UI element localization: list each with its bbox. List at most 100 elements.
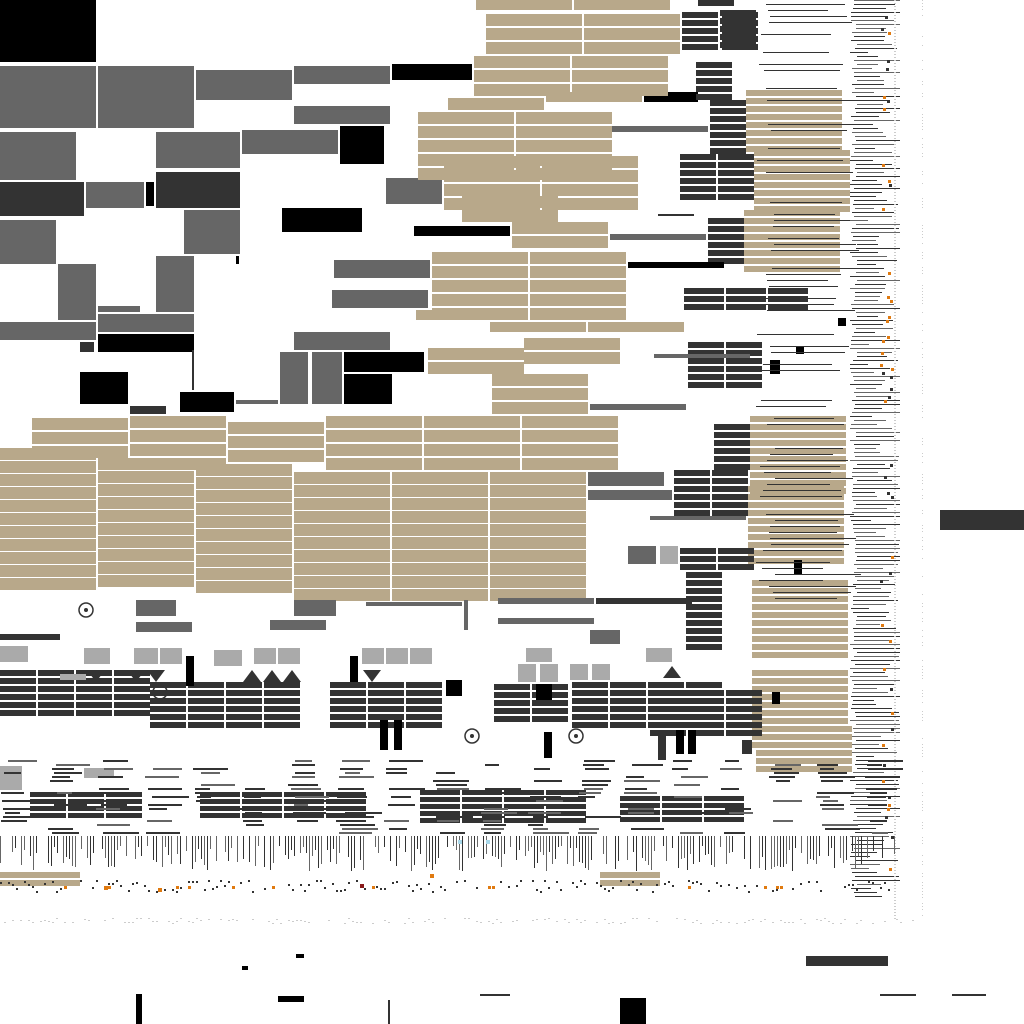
- dot-marker: [32, 886, 34, 888]
- dot-marker: [430, 874, 434, 878]
- stripe-line: [820, 776, 855, 778]
- stripe-line: [857, 44, 892, 45]
- dot-marker: [486, 840, 490, 844]
- stripe-line: [439, 792, 460, 794]
- gray-block: [156, 132, 240, 168]
- border-dot: [894, 831, 896, 832]
- dot-marker: [396, 881, 398, 883]
- border-dot: [922, 6, 923, 7]
- dark-brick: [532, 708, 568, 714]
- border-dot: [894, 297, 896, 298]
- gray-block: [0, 182, 84, 216]
- stripe-line: [3, 808, 31, 810]
- dark-brick: [708, 234, 744, 240]
- border-dot: [12, 920, 14, 921]
- border-dot: [676, 918, 678, 919]
- border-dot: [922, 792, 923, 793]
- stripe-line: [850, 364, 868, 365]
- stripe-line: [98, 776, 123, 778]
- stripe-line: [437, 820, 459, 822]
- triangle-down-icon: [147, 670, 165, 682]
- dark-brick: [696, 78, 732, 84]
- tan-brick: [294, 511, 390, 523]
- tan-brick: [752, 702, 848, 708]
- stripe-line: [856, 716, 900, 717]
- border-dot: [894, 522, 896, 523]
- tan-brick: [294, 524, 390, 536]
- border-dot: [894, 894, 896, 895]
- bar-segment: [610, 234, 706, 240]
- stripe-line: [850, 276, 885, 277]
- stripe-line: [342, 760, 370, 762]
- stripe-line: [857, 616, 886, 617]
- stripe-line: [153, 768, 182, 770]
- border-dot: [922, 855, 923, 856]
- hatch-line: [882, 836, 883, 858]
- dark-brick: [0, 678, 36, 684]
- dark-brick: [406, 698, 442, 704]
- border-dot: [792, 922, 794, 923]
- stripe-line: [853, 612, 889, 613]
- stripe-line: [768, 238, 839, 239]
- border-dot: [894, 174, 896, 175]
- gray-block: [644, 92, 698, 102]
- tan-brick: [530, 252, 626, 264]
- dark-brick: [330, 722, 366, 728]
- border-dot: [894, 180, 896, 181]
- dot-marker: [716, 882, 718, 884]
- stripe-line: [855, 576, 894, 577]
- border-dot: [596, 922, 598, 923]
- stripe-line: [773, 592, 851, 593]
- hatch-line: [273, 836, 274, 863]
- stripe-line: [1, 820, 27, 822]
- hatch-line: [771, 836, 772, 869]
- stripe-line: [338, 792, 358, 794]
- border-dot: [922, 861, 923, 862]
- hatch-line: [711, 836, 712, 865]
- dot-marker: [476, 887, 478, 889]
- border-dot: [500, 922, 502, 923]
- stripe-line: [855, 136, 886, 137]
- tan-brick: [752, 636, 848, 642]
- dot-marker: [548, 887, 550, 889]
- tan-brick: [228, 450, 324, 462]
- dark-brick: [0, 686, 36, 692]
- dark-brick: [718, 162, 754, 168]
- stripe-line: [766, 4, 845, 5]
- stripe-line: [857, 556, 900, 557]
- border-dot: [894, 864, 896, 865]
- stripe-line: [852, 180, 877, 181]
- dark-brick: [30, 792, 66, 797]
- border-dot: [228, 920, 230, 921]
- dot-marker: [372, 886, 375, 889]
- dark-brick: [200, 806, 240, 811]
- dot-marker: [28, 884, 30, 886]
- dot-marker: [584, 883, 586, 885]
- hatch-line: [654, 836, 655, 851]
- dark-brick: [688, 374, 724, 380]
- stripe-line: [533, 828, 548, 830]
- gray-block: [0, 66, 96, 128]
- border-dot: [894, 105, 896, 106]
- hatch-line: [396, 836, 397, 866]
- dot-marker: [212, 888, 214, 890]
- stripe-line: [773, 800, 802, 802]
- dark-brick: [718, 556, 754, 562]
- stripe-line: [853, 820, 878, 821]
- border-dot: [894, 198, 896, 199]
- dark-brick: [264, 706, 300, 712]
- dot-marker: [628, 884, 630, 886]
- border-dot: [894, 162, 896, 163]
- dark-brick: [242, 799, 282, 804]
- dark-brick: [674, 470, 710, 476]
- stripe-line: [243, 820, 262, 822]
- tan-brick: [522, 458, 618, 470]
- hatch-line: [648, 836, 649, 865]
- stripe-line: [339, 832, 372, 834]
- border-dot: [922, 285, 923, 286]
- gray-block: [130, 406, 166, 414]
- dark-brick: [650, 714, 686, 720]
- dark-brick: [714, 424, 750, 430]
- border-dot: [922, 558, 923, 559]
- stripe-line: [145, 776, 179, 778]
